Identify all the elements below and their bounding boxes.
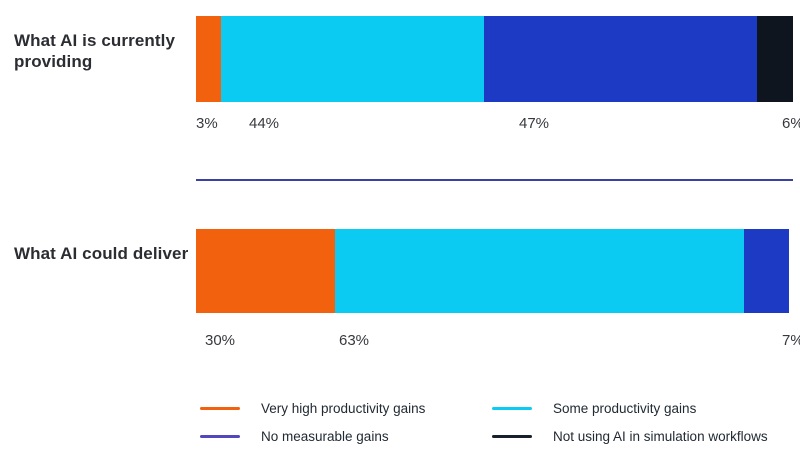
- segment-value-label: 30%: [205, 332, 236, 349]
- value-labels-could-deliver: 30% 63% 7%: [196, 332, 800, 352]
- segment-value-label: 63%: [339, 332, 370, 349]
- legend-label: No measurable gains: [261, 428, 389, 444]
- legend-item: No measurable gains: [200, 422, 425, 450]
- category-label-currently-providing: What AI is currently providing: [14, 31, 176, 71]
- segment-value-label: 6%: [782, 115, 800, 132]
- legend-swatch-icon: [492, 434, 532, 438]
- legend-label: Not using AI in simulation workflows: [553, 428, 768, 444]
- legend-label: Very high productivity gains: [261, 400, 426, 416]
- segment-value-label: 47%: [519, 115, 550, 132]
- legend-item: Very high productivity gains: [200, 394, 425, 422]
- bar-segment: [196, 229, 335, 313]
- legend-column-right: Some productivity gains Not using AI in s…: [492, 394, 768, 450]
- legend-column-left: Very high productivity gains No measurabl…: [200, 394, 425, 450]
- legend-item: Not using AI in simulation workflows: [492, 422, 768, 450]
- bar-segment: [196, 16, 222, 102]
- legend-label: Some productivity gains: [553, 400, 697, 416]
- segment-value-label: 3%: [196, 115, 218, 132]
- bar-segment: [221, 16, 484, 102]
- segment-value-label: 44%: [249, 115, 280, 132]
- legend-swatch-icon: [200, 434, 240, 438]
- bar-segment: [483, 16, 758, 102]
- value-labels-currently-providing: 3% 44% 47% 6%: [196, 115, 800, 135]
- bar-could-deliver: [196, 229, 789, 313]
- segment-value-label: 7%: [782, 332, 800, 349]
- bar-segment: [334, 229, 744, 313]
- bar-currently-providing: [196, 16, 793, 102]
- legend-item: Some productivity gains: [492, 394, 768, 422]
- category-label-could-deliver: What AI could deliver: [14, 244, 189, 263]
- legend-swatch-icon: [492, 406, 532, 410]
- bar-segment: [743, 229, 789, 313]
- divider-line: [196, 179, 793, 181]
- bar-segment: [757, 16, 793, 102]
- legend-swatch-icon: [200, 406, 240, 410]
